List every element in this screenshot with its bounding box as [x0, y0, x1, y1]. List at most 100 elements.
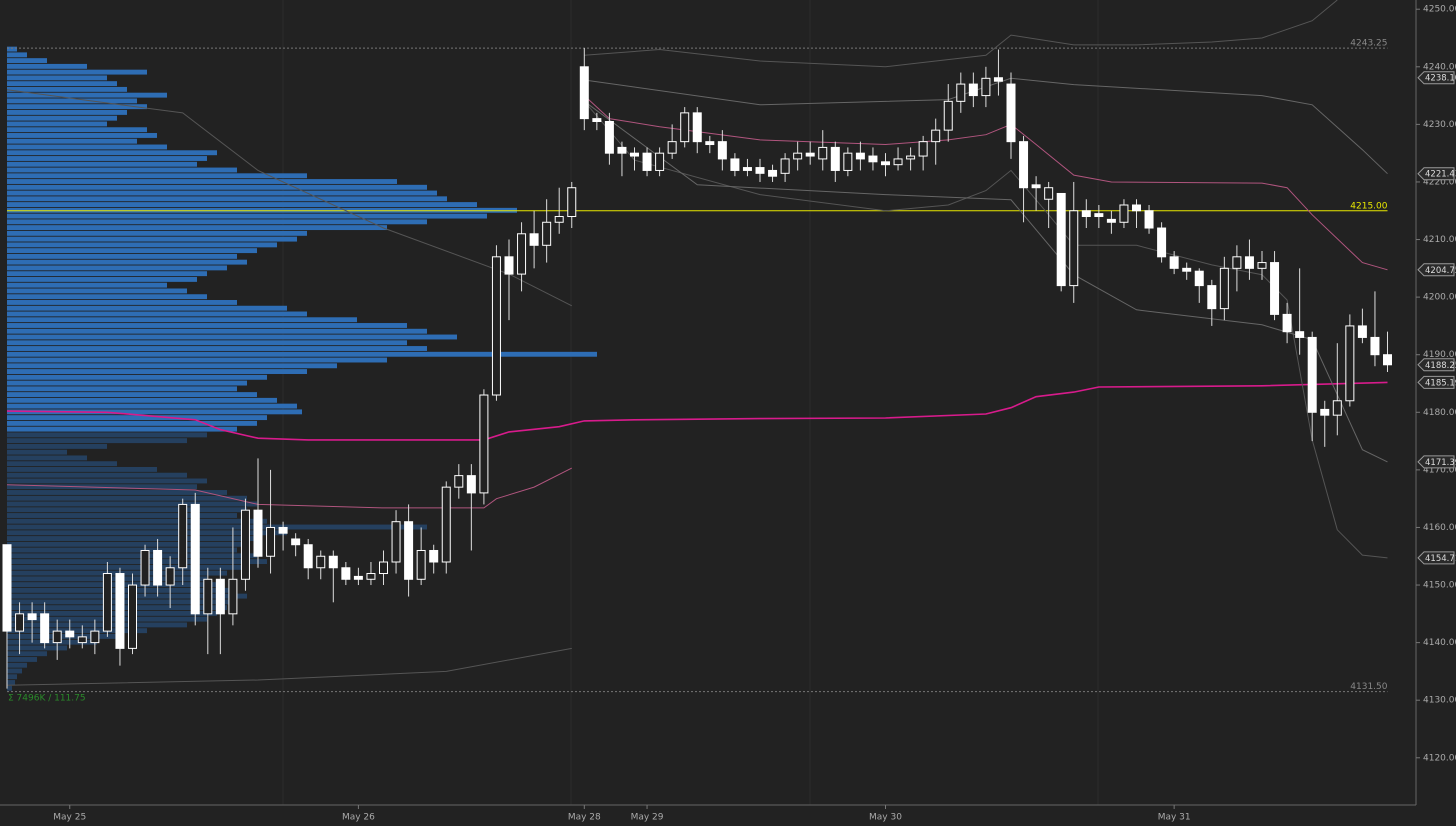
candle-body: [943, 100, 953, 131]
profile-bar: [7, 380, 247, 386]
candle-body: [291, 538, 301, 546]
profile-bar: [7, 651, 47, 657]
candle-body: [178, 503, 188, 569]
candle-body: [115, 573, 125, 649]
candle-body: [993, 77, 1003, 82]
candle-body: [27, 613, 37, 621]
candle-body: [1157, 227, 1167, 258]
candle-body: [717, 141, 727, 160]
price-tag-label: 4188.25: [1425, 361, 1456, 371]
profile-bar: [7, 392, 257, 398]
candle-body: [592, 118, 602, 122]
candle-body: [441, 486, 451, 563]
profile-bar: [7, 633, 117, 639]
candle-body: [128, 584, 137, 649]
profile-bar: [7, 593, 247, 599]
candle-body: [429, 549, 439, 563]
profile-bar: [7, 196, 447, 202]
candle-body: [881, 161, 890, 166]
profile-bar: [7, 363, 337, 369]
profile-bar: [7, 351, 597, 357]
profile-bar: [7, 248, 257, 254]
candle-body: [1332, 400, 1342, 416]
profile-bar: [7, 340, 407, 346]
profile-bar: [7, 138, 137, 144]
price-tag: [1417, 551, 1455, 565]
profile-bar: [7, 680, 15, 685]
candle-body: [404, 521, 414, 580]
profile-bar: [7, 478, 207, 484]
profile-bar: [7, 553, 257, 559]
candle-body: [1370, 336, 1380, 356]
profile-bar: [7, 513, 237, 518]
candle-body: [1270, 262, 1280, 315]
candle-body: [705, 141, 715, 146]
candle-body: [855, 152, 865, 160]
profile-bar: [7, 98, 137, 104]
profile-bar: [7, 259, 247, 265]
candle-body: [579, 66, 589, 120]
candle-body: [529, 233, 539, 246]
candle-body: [1320, 408, 1330, 416]
candle-body: [617, 146, 627, 154]
profile-bar: [7, 386, 237, 392]
candle-body: [303, 544, 313, 569]
y-tick-label: 4160.00: [1423, 523, 1456, 533]
candle-body: [15, 613, 25, 632]
profile-bar: [7, 357, 387, 363]
price-tag-label: 4171.39: [1425, 458, 1456, 468]
y-tick-label: 4230.00: [1423, 120, 1456, 130]
profile-bar: [7, 484, 197, 490]
profile-bar: [7, 230, 307, 236]
profile-bar: [7, 92, 167, 98]
candle-body: [266, 526, 276, 557]
candle-body: [253, 509, 263, 557]
session-separators: [282, 0, 1099, 805]
y-tick-label: 4170.00: [1423, 465, 1456, 475]
candle-body: [1006, 83, 1016, 143]
profile-bar: [7, 507, 247, 513]
candle-body: [240, 509, 250, 580]
y-tick-label: 4200.00: [1423, 293, 1456, 303]
candle-body: [554, 216, 564, 223]
profile-bar: [7, 628, 147, 634]
candle-body: [1295, 331, 1305, 338]
candle-body: [366, 573, 376, 580]
candle-body: [805, 152, 815, 157]
candle-body: [40, 613, 50, 644]
candle-body: [604, 120, 614, 154]
candle-body: [190, 503, 200, 615]
profile-bar: [7, 674, 17, 680]
profile-bar: [7, 127, 147, 133]
profile-bar: [7, 374, 267, 380]
profile-bar: [7, 443, 107, 449]
y-tick-label: 4140.00: [1423, 638, 1456, 648]
candle-body: [1219, 267, 1229, 310]
profile-bar: [7, 305, 287, 311]
profile-bar: [7, 86, 127, 92]
candle-body: [655, 152, 665, 171]
profile-bar: [7, 323, 407, 328]
candle-body: [667, 141, 677, 154]
indicator-line: [6, 89, 573, 307]
candle-body: [1169, 256, 1179, 269]
profile-bar: [7, 409, 302, 415]
candle-body: [278, 526, 288, 534]
candle-body: [1056, 192, 1066, 287]
y-tick-label: 4120.00: [1423, 753, 1456, 763]
profile-bar: [7, 282, 167, 288]
y-tick-label: 4180.00: [1423, 408, 1456, 418]
profile-bar: [7, 236, 297, 242]
profile-bar: [7, 109, 127, 115]
indicator-line: [583, 100, 1388, 559]
profile-bar: [7, 426, 237, 432]
candle-body: [830, 146, 840, 171]
candle-body: [868, 155, 878, 163]
candle-body: [153, 549, 163, 586]
profile-bar: [7, 271, 207, 277]
y-tick-label: 4150.00: [1423, 581, 1456, 591]
profile-bar: [7, 69, 147, 75]
candle-body: [1194, 270, 1204, 287]
profile-bar: [7, 219, 427, 225]
candle-body: [1257, 262, 1267, 269]
